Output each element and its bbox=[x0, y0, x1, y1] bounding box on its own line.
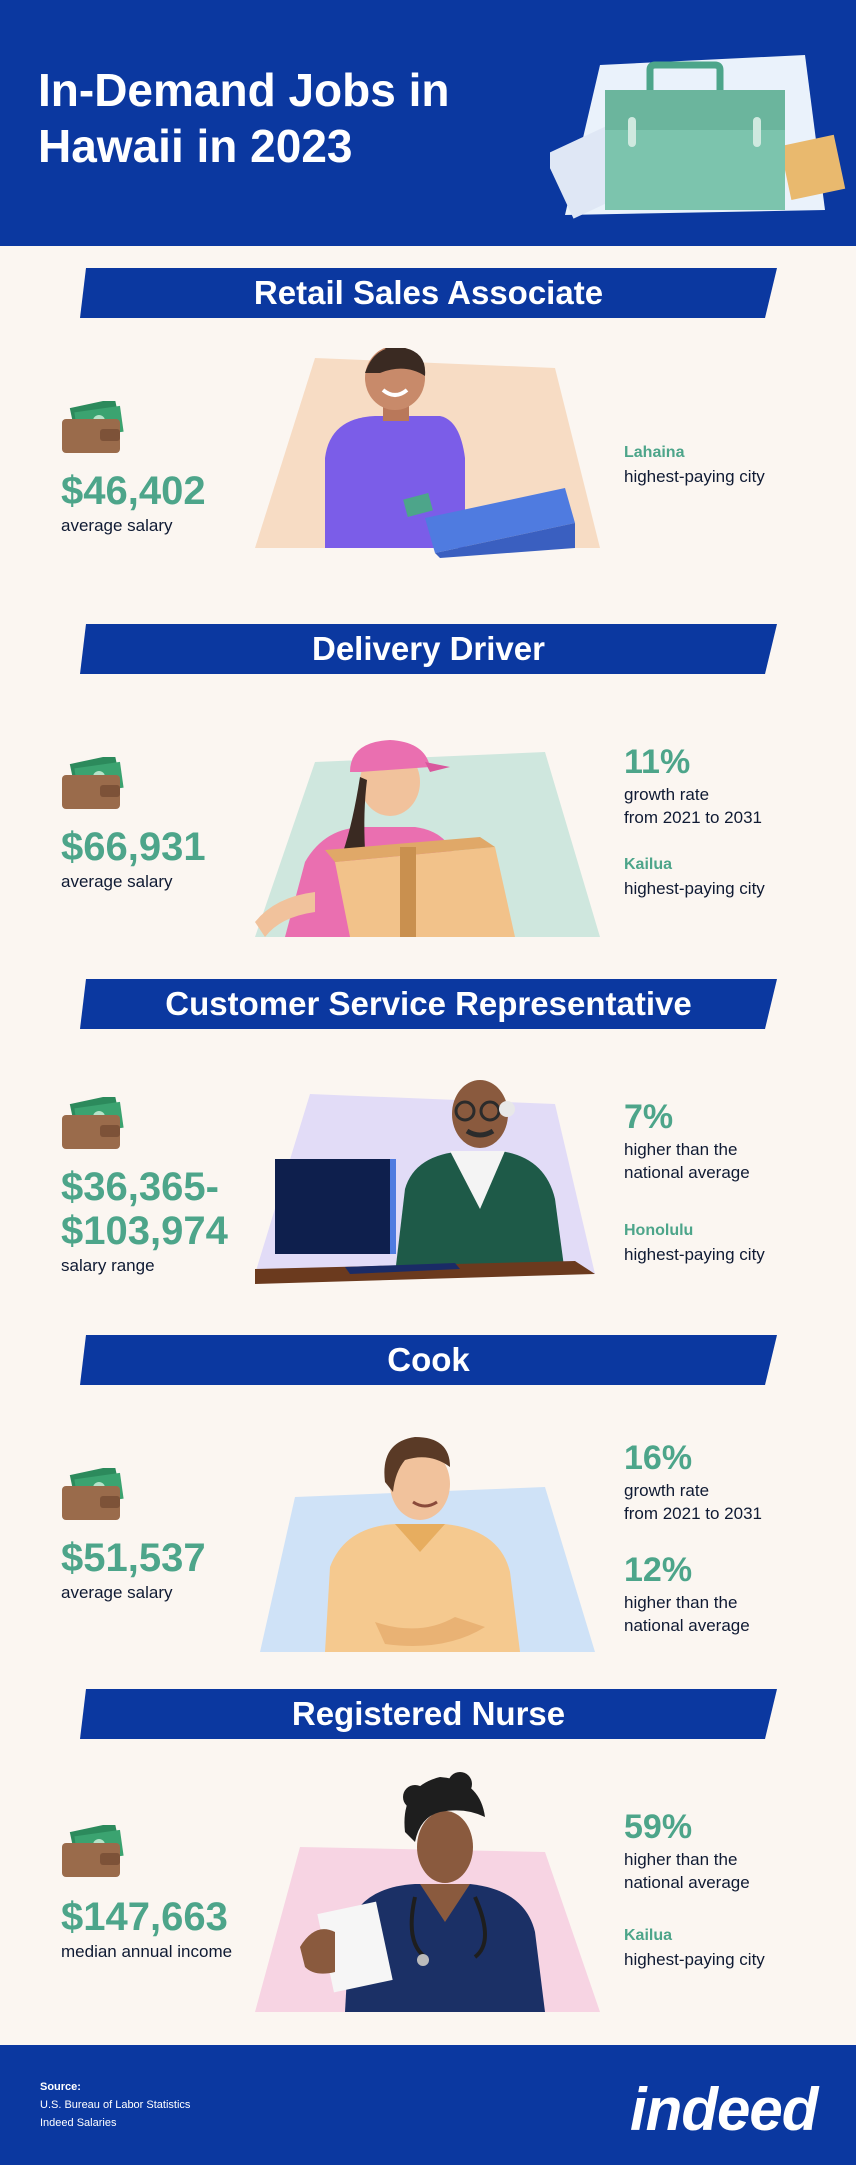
growth-rate-caption: growth rate from 2021 to 2031 bbox=[624, 783, 824, 829]
wallet-icon bbox=[62, 1468, 124, 1520]
salary-caption: average salary bbox=[61, 1583, 173, 1602]
source-label: Source: bbox=[40, 2081, 81, 2093]
job-section-customer-service: Customer Service Representative $36,365-… bbox=[0, 979, 856, 1334]
job-title-banner: Retail Sales Associate bbox=[80, 268, 777, 318]
growth-caption-line: from 2021 to 2031 bbox=[624, 808, 762, 827]
salary-value: $66,931 bbox=[61, 825, 206, 869]
source-item: Indeed Salaries bbox=[40, 2117, 117, 2129]
salary-caption: average salary bbox=[61, 516, 173, 535]
retail-worker-illustration bbox=[255, 348, 600, 558]
comparison-caption-line: national average bbox=[624, 1163, 750, 1182]
salary-caption: median annual income bbox=[61, 1942, 233, 1961]
indeed-logo: indeed bbox=[630, 2076, 818, 2143]
city-caption: highest-paying city bbox=[624, 467, 765, 486]
city-caption: highest-paying city bbox=[624, 879, 765, 898]
highest-paying-city: Lahaina bbox=[624, 444, 685, 461]
comparison-caption-line: higher than the bbox=[624, 1140, 738, 1159]
job-title-banner: Registered Nurse bbox=[80, 1689, 777, 1739]
wallet-icon bbox=[62, 1097, 124, 1149]
city-caption: highest-paying city bbox=[624, 1245, 765, 1264]
delivery-driver-illustration bbox=[255, 740, 600, 937]
comparison-caption-line: national average bbox=[624, 1616, 750, 1635]
national-comparison-value: 7% bbox=[624, 1098, 674, 1136]
salary-value: $51,537 bbox=[61, 1536, 206, 1580]
salary-value: $46,402 bbox=[61, 469, 206, 513]
job-section-retail: Retail Sales Associate $46,402 average s… bbox=[0, 268, 856, 623]
national-comparison-value: 12% bbox=[624, 1551, 693, 1589]
wallet-icon bbox=[62, 1825, 124, 1877]
job-title-banner: Delivery Driver bbox=[80, 624, 777, 674]
growth-caption-line: growth rate bbox=[624, 1481, 710, 1500]
cook-illustration bbox=[260, 1437, 595, 1652]
page-title: In-Demand Jobs in Hawaii in 2023 bbox=[38, 64, 450, 172]
growth-rate-value: 16% bbox=[624, 1439, 693, 1477]
customer-service-illustration bbox=[255, 1080, 595, 1284]
highest-paying-city: Kailua bbox=[624, 856, 673, 873]
growth-rate-value: 11% bbox=[624, 743, 691, 781]
job-title-banner: Customer Service Representative bbox=[80, 979, 777, 1029]
salary-value: $147,663 bbox=[61, 1895, 228, 1939]
source-item: U.S. Bureau of Labor Statistics bbox=[40, 2099, 191, 2111]
job-section-nurse: Registered Nurse $147,663 median annual … bbox=[0, 1689, 856, 2044]
national-comparison-caption: higher than the national average bbox=[624, 1848, 824, 1894]
growth-caption-line: from 2021 to 2031 bbox=[624, 1504, 762, 1523]
city-caption: highest-paying city bbox=[624, 1950, 765, 1969]
national-comparison-value: 59% bbox=[624, 1808, 693, 1846]
growth-rate-caption: growth rate from 2021 to 2031 bbox=[624, 1479, 824, 1525]
job-title-banner: Cook bbox=[80, 1335, 777, 1385]
comparison-caption-line: national average bbox=[624, 1873, 750, 1892]
salary-range-low: $36,365- bbox=[61, 1165, 219, 1209]
header: In-Demand Jobs in Hawaii in 2023 bbox=[0, 0, 856, 246]
job-section-cook: Cook $51,537 average salary 16% growth r… bbox=[0, 1335, 856, 1690]
comparison-caption-line: higher than the bbox=[624, 1593, 738, 1612]
wallet-icon bbox=[62, 757, 124, 809]
growth-caption-line: growth rate bbox=[624, 785, 710, 804]
national-comparison-caption: higher than the national average bbox=[624, 1591, 824, 1637]
salary-caption: average salary bbox=[61, 872, 173, 891]
job-section-delivery: Delivery Driver $66,931 average salary 1… bbox=[0, 624, 856, 979]
salary-caption: salary range bbox=[61, 1256, 155, 1275]
footer: Source: U.S. Bureau of Labor Statistics … bbox=[0, 2045, 856, 2165]
comparison-caption-line: higher than the bbox=[624, 1850, 738, 1869]
nurse-illustration bbox=[255, 1772, 600, 2012]
briefcase-illustration bbox=[550, 55, 846, 219]
national-comparison-caption: higher than the national average bbox=[624, 1138, 824, 1184]
highest-paying-city: Honolulu bbox=[624, 1222, 694, 1239]
highest-paying-city: Kailua bbox=[624, 1927, 673, 1944]
salary-range-high: $103,974 bbox=[61, 1209, 228, 1253]
wallet-icon bbox=[62, 401, 124, 453]
